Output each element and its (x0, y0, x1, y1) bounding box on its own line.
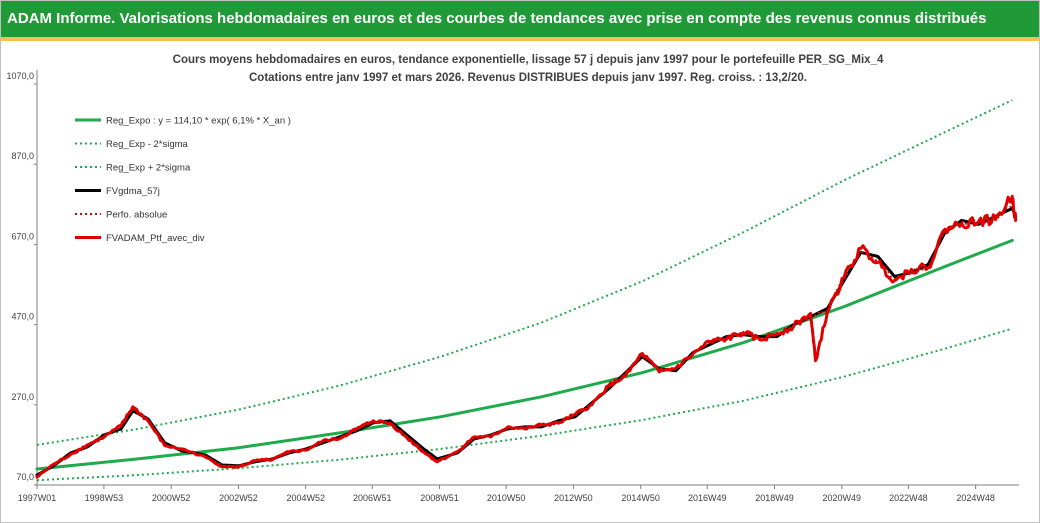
series-line-5 (35, 194, 1018, 479)
x-tick-label: 2012W50 (554, 493, 593, 503)
x-tick-label: 2010W50 (487, 493, 526, 503)
y-tick-label: 270,0 (11, 392, 34, 402)
x-tick-label: 1998W53 (85, 493, 124, 503)
legend-label: Perfo. absolue (106, 210, 167, 221)
y-tick-label: 470,0 (11, 312, 34, 322)
y-tick-label: 670,0 (11, 231, 34, 241)
legend-label: Reg_Exp - 2*sigma (106, 139, 189, 150)
x-tick-label: 2006W51 (353, 493, 392, 503)
y-tick-label: 70,0 (16, 472, 34, 482)
chart-plot-area (35, 99, 1018, 482)
x-tick-label: 2004W52 (286, 493, 325, 503)
legend-label: Reg_Exp + 2*sigma (106, 163, 191, 174)
legend-label: FVgdma_57j (106, 186, 160, 197)
chart-title-line-2: Cotations entre janv 1997 et mars 2026. … (249, 72, 807, 84)
x-tick-label: 2016W49 (688, 493, 727, 503)
legend-label: FVADAM_Ptf_avec_div (106, 233, 205, 244)
y-tick-label: 1070,0 (6, 71, 34, 81)
x-tick-label: 2008W51 (420, 493, 459, 503)
legend-label: Reg_Expo : y = 114,10 * exp( 6,1% * X_an… (106, 116, 291, 127)
chart-legend: Reg_Expo : y = 114,10 * exp( 6,1% * X_an… (75, 116, 291, 244)
x-tick-label: 2002W52 (219, 493, 258, 503)
series-line-0 (35, 238, 1014, 471)
series-line-3 (35, 206, 1018, 477)
banner-underline (1, 37, 1039, 41)
chart-axes: 70,0 270,0 470,0 670,0 870,0 1070,0 1997W01 199… (6, 70, 1019, 503)
x-tick-label: 2014W50 (621, 493, 660, 503)
x-tick-label: 2018W49 (755, 493, 794, 503)
report-banner-title: ADAM Informe. Valorisations hebdomadaire… (1, 1, 1039, 37)
series-line-1 (36, 327, 1013, 482)
x-tick-label: 1997W01 (18, 493, 57, 503)
y-tick-label: 870,0 (11, 151, 34, 161)
x-tick-label: 2000W52 (152, 493, 191, 503)
series-line-2 (36, 99, 1013, 446)
x-tick-label: 2022W48 (889, 493, 928, 503)
x-tick-label: 2020W49 (823, 493, 862, 503)
chart-title-line-1: Cours moyens hebdomadaires en euros, ten… (173, 54, 884, 66)
x-tick-label: 2024W48 (956, 493, 995, 503)
